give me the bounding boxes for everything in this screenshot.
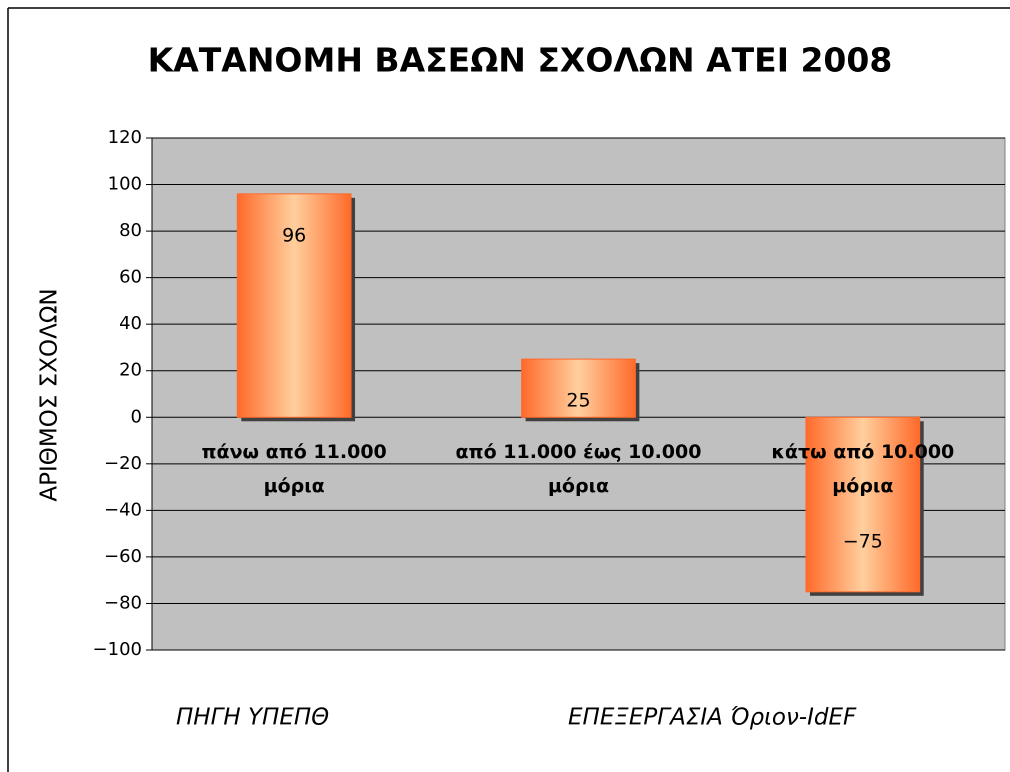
y-tick-label: 20 — [119, 360, 142, 381]
bar — [805, 416, 921, 593]
annotation: ΠΗΓΗ ΥΠΕΠΘ — [176, 705, 329, 731]
x-tick-label: από 11.000 έως 10.000 μόρια — [455, 441, 702, 498]
y-tick-label: 100 — [108, 174, 142, 195]
y-tick-label: −100 — [93, 639, 142, 660]
bar — [521, 358, 636, 418]
x-tick-label: κάτω από 10.000 μόρια — [771, 441, 955, 498]
y-tick-label: 120 — [108, 127, 142, 148]
y-axis-title: ΑΡΙΘΜΟΣ ΣΧΟΛΩΝ — [37, 288, 63, 501]
y-tick-label: 40 — [119, 313, 142, 334]
y-tick-label: −40 — [104, 499, 142, 520]
y-tick-label: −20 — [104, 453, 142, 474]
y-tick-label: 80 — [119, 220, 142, 241]
y-tick-label: −80 — [104, 592, 142, 613]
annotation: ΕΠΕΞΕΡΓΑΣΙΑ Όριον-IdEF — [568, 705, 857, 731]
data-label: −75 — [843, 530, 883, 552]
y-tick-label: −60 — [104, 546, 142, 567]
data-label: 25 — [566, 390, 590, 412]
y-tick-label: 0 — [131, 406, 142, 427]
data-label: 96 — [282, 224, 306, 246]
x-tick-label: πάνω από 11.000 μόρια — [201, 441, 387, 498]
bar — [236, 193, 352, 418]
y-tick-label: 60 — [119, 267, 142, 288]
chart-title: ΚΑΤΑΝΟΜΗ ΒΑΣΕΩΝ ΣΧΟΛΩΝ ΑΤΕΙ 2008 — [148, 41, 893, 80]
